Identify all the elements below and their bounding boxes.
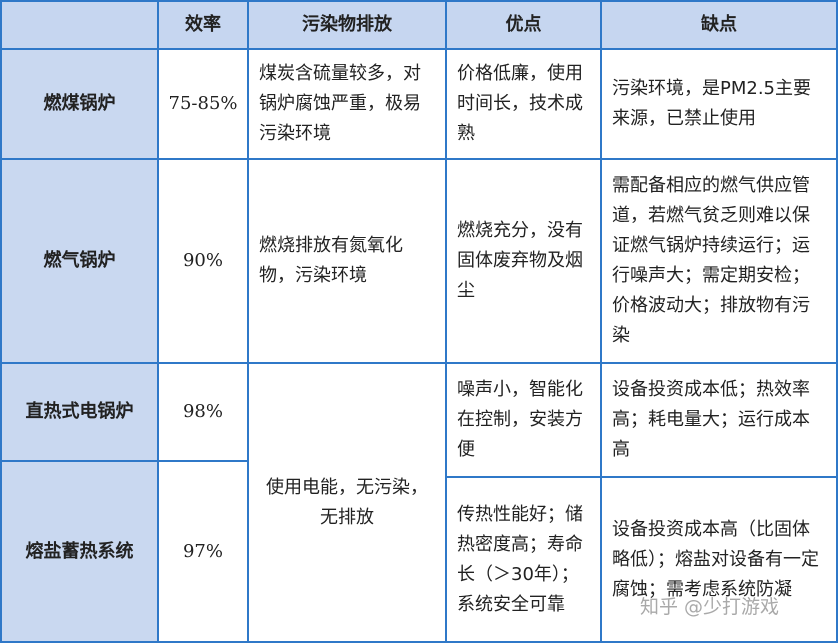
efficiency-cell: 98% — [157, 362, 249, 462]
header-emission: 污染物排放 — [247, 0, 447, 50]
watermark: 知乎 @少打游戏 — [640, 596, 780, 618]
row-name: 熔盐蓄热系统 — [0, 460, 159, 643]
emission-cell: 燃烧排放有氮氧化物，污染环境 — [247, 158, 447, 364]
row-name: 燃煤锅炉 — [0, 48, 159, 160]
header-cons: 缺点 — [600, 0, 838, 50]
header-corner — [0, 0, 159, 50]
efficiency-cell: 75-85% — [157, 48, 249, 160]
header-pros: 优点 — [445, 0, 602, 50]
cons-cell: 需配备相应的燃气供应管道，若燃气贫乏则难以保证燃气锅炉持续运行；运行噪声大；需定… — [600, 158, 838, 364]
row-name: 燃气锅炉 — [0, 158, 159, 364]
row-name: 直热式电锅炉 — [0, 362, 159, 462]
efficiency-cell: 97% — [157, 460, 249, 643]
pros-cell: 价格低廉，使用时间长，技术成熟 — [445, 48, 602, 160]
pros-cell: 噪声小，智能化在控制，安装方便 — [445, 362, 602, 478]
cons-cell: 设备投资成本低；热效率高；耗电量大；运行成本高 — [600, 362, 838, 478]
cons-cell: 污染环境，是PM2.5主要来源，已禁止使用 — [600, 48, 838, 160]
pros-cell: 传热性能好；储热密度高；寿命长（＞30年）；系统安全可靠 — [445, 476, 602, 643]
pros-cell: 燃烧充分，没有固体废弃物及烟尘 — [445, 158, 602, 364]
cons-cell: 设备投资成本高（比固体略低）；熔盐对设备有一定腐蚀；需考虑系统防凝 — [600, 476, 838, 643]
shared-emission-cell: 使用电能，无污染，无排放 — [247, 362, 447, 643]
efficiency-cell: 90% — [157, 158, 249, 364]
emission-cell: 煤炭含硫量较多，对锅炉腐蚀严重，极易污染环境 — [247, 48, 447, 160]
header-efficiency: 效率 — [157, 0, 249, 50]
